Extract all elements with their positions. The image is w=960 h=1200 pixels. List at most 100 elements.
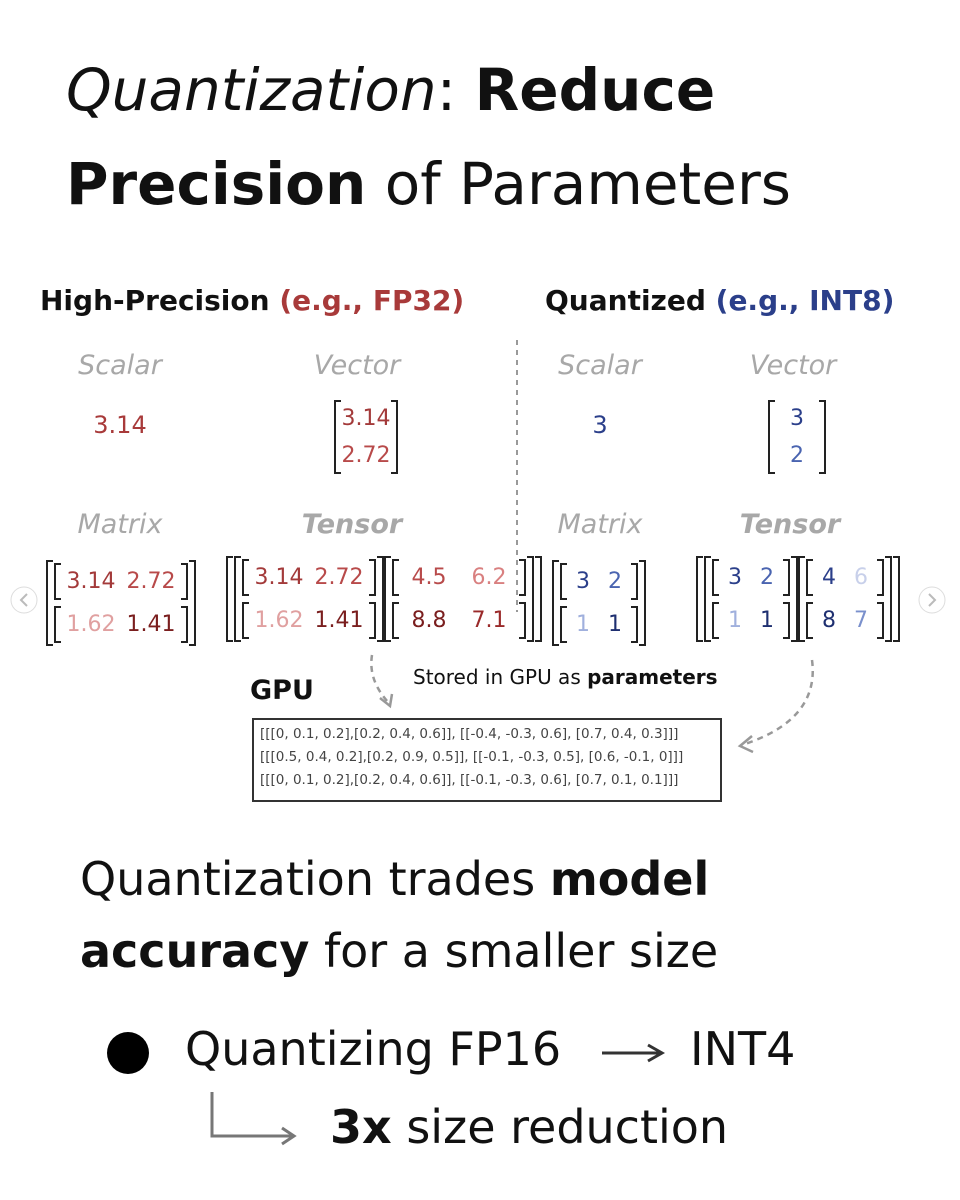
bracket [392, 559, 399, 596]
next-button[interactable] [918, 586, 946, 614]
matrix-row: 3.14 2.72 [242, 559, 376, 596]
summary-text: for a smaller size [323, 924, 719, 978]
bracket [798, 556, 805, 642]
bracket [783, 602, 790, 639]
bracket [819, 400, 826, 474]
result-bold: 3x [330, 1100, 392, 1154]
value: 2 [608, 569, 622, 594]
bracket [704, 556, 711, 642]
bracket [392, 602, 399, 639]
bracket [242, 602, 249, 639]
matrix-row: 1.62 1.41 [242, 602, 376, 639]
bracket [46, 560, 53, 646]
summary-text: Quantization trades [80, 852, 536, 906]
value: 1.62 [254, 608, 304, 633]
value: 7 [854, 608, 868, 633]
bracket [696, 556, 703, 642]
matrix-row: 8.8 7.1 [392, 602, 526, 639]
bracket [181, 563, 188, 600]
arrow-head [379, 693, 394, 709]
bracket [527, 556, 534, 642]
bracket [877, 559, 884, 596]
bracket [181, 606, 188, 643]
matrix-rows: 4.5 6.2 8.8 7.1 [392, 556, 526, 642]
value: 1.41 [126, 612, 176, 637]
gpu-box: [[[0, 0.1, 0.2],[0.2, 0.4, 0.6]], [[-0.4… [252, 718, 722, 802]
value: 2.72 [314, 565, 364, 590]
vector: 3.14 2.72 [334, 400, 398, 474]
bracket [768, 400, 775, 474]
note: Stored in GPU as [413, 665, 581, 689]
panel-heading: Quantized (e.g., INT8) [545, 284, 894, 317]
value: 3.14 [254, 565, 304, 590]
tensor: 3.14 2.72 1.62 1.41 4.5 6.2 8.8 7.1 [226, 556, 542, 642]
tensor-row: 3.14 2.72 1.62 1.41 4.5 6.2 8.8 7.1 [234, 556, 534, 642]
value: 1 [728, 608, 742, 633]
arrow [602, 1043, 666, 1063]
title-line: Quantization: Reduce [66, 56, 715, 124]
label: Tensor [739, 509, 841, 540]
arrow [741, 659, 814, 747]
value: 2 [760, 565, 774, 590]
result: size reduction [406, 1100, 729, 1154]
label: Matrix [77, 509, 163, 540]
bullet-result: 3x size reduction [330, 1100, 728, 1154]
value: 3.14 [66, 569, 116, 594]
bracket [560, 563, 567, 600]
summary-line: accuracy for a smaller size [80, 924, 718, 978]
bracket [631, 563, 638, 600]
value: 2.72 [126, 569, 176, 594]
bracket [893, 556, 900, 642]
bracket [552, 560, 559, 646]
bracket [226, 556, 233, 642]
bracket [519, 559, 526, 596]
bracket [242, 559, 249, 596]
bracket [877, 602, 884, 639]
title-part: of Parameters [384, 150, 792, 218]
value: 3 [728, 565, 742, 590]
bullet-to: INT4 [690, 1022, 796, 1076]
vector-col: 3.14 2.72 [341, 400, 391, 474]
bullet [107, 1032, 149, 1074]
bracket [791, 556, 798, 642]
arrow-head [737, 735, 754, 754]
bracket [369, 559, 376, 596]
bracket [377, 556, 384, 642]
bracket [519, 602, 526, 639]
format: (e.g., FP32) [279, 284, 465, 317]
value: 8 [822, 608, 836, 633]
label: Tensor [301, 509, 403, 540]
value: 6 [854, 565, 868, 590]
matrix-rows: 3.14 2.72 1.62 1.41 [242, 556, 376, 642]
bracket [369, 602, 376, 639]
title-part: : [436, 56, 457, 124]
label: Vector [313, 350, 401, 381]
format: (e.g., INT8) [715, 284, 895, 317]
prev-button[interactable] [10, 586, 38, 614]
title-part: Quantization [66, 56, 437, 124]
arrow [370, 654, 389, 703]
matrix: 3.14 2.72 1.62 1.41 [234, 556, 384, 642]
elbow-arrow [210, 1092, 297, 1146]
bracket [631, 606, 638, 643]
code-line: [[[0, 0.1, 0.2],[0.2, 0.4, 0.6]], [[-0.1… [260, 772, 679, 788]
value: 2.72 [341, 443, 391, 468]
bracket [783, 559, 790, 596]
value: 3 [790, 406, 804, 431]
gpu-note: Stored in GPU as parameters [413, 665, 718, 689]
bracket [391, 400, 398, 474]
code-line: [[[0, 0.1, 0.2],[0.2, 0.4, 0.6]], [[-0.4… [260, 726, 679, 742]
bracket [234, 556, 241, 642]
bracket [712, 602, 719, 639]
